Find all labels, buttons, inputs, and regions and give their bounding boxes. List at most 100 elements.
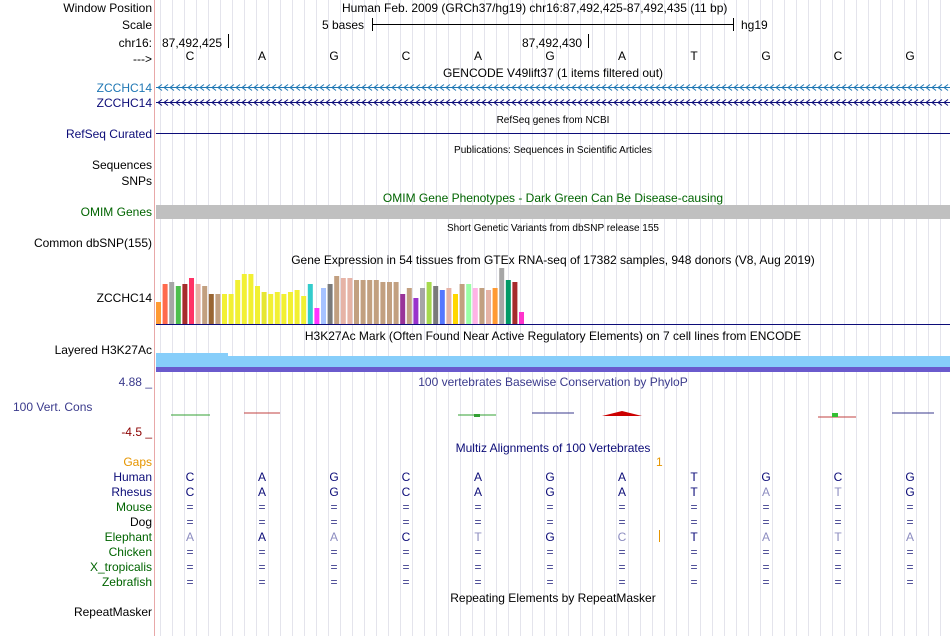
h3k27ac-label[interactable]: Layered H3K27Ac [54, 343, 152, 357]
phylop-track-title: 100 vertebrates Basewise Conservation by… [418, 375, 688, 389]
repeatmasker-track-title: Repeating Elements by RepeatMasker [450, 591, 656, 605]
strand-arrow-icon [871, 99, 877, 106]
strand-arrow-icon [913, 99, 919, 106]
strand-arrow-icon [793, 84, 799, 91]
phylop-label[interactable]: 100 Vert. Cons [13, 400, 93, 414]
multiz-base: = [186, 545, 194, 559]
multiz-base: G [329, 470, 339, 484]
multiz-base: A [761, 485, 770, 499]
strand-arrow-icon [865, 84, 871, 91]
multiz-species-label[interactable]: Rhesus [111, 485, 152, 499]
multiz-species-label[interactable]: Human [113, 470, 152, 484]
strand-arrow-icon [907, 99, 913, 106]
strand-arrow-icon [523, 84, 529, 91]
strand-arrow-icon [661, 99, 667, 106]
multiz-base: C [185, 470, 195, 484]
strand-arrow-icon [787, 99, 793, 106]
omim-feature-bar[interactable] [156, 205, 950, 219]
strand-arrow-icon [673, 99, 679, 106]
multiz-species-label[interactable]: X_tropicalis [89, 560, 152, 574]
gtex-bar-chart[interactable] [156, 266, 950, 326]
strand-arrow-icon [331, 99, 337, 106]
strand-arrow-icon [853, 84, 859, 91]
gtex-tissue-bar [268, 294, 274, 324]
strand-arrow-icon [301, 84, 307, 91]
strand-arrow-icon [829, 84, 835, 91]
strand-arrow-icon [751, 84, 757, 91]
strand-arrow-icon [517, 99, 523, 106]
multiz-species-label[interactable]: Chicken [108, 545, 152, 559]
multiz-base: = [258, 500, 266, 514]
dbsnp-label[interactable]: Common dbSNP(155) [33, 236, 152, 250]
multiz-base: = [906, 515, 914, 529]
strand-arrow-icon [181, 84, 187, 91]
strand-arrow-icon [211, 84, 217, 91]
phylop-max: 4.88 _ [118, 375, 152, 389]
multiz-species-label[interactable]: Dog [129, 515, 152, 529]
h3k27ac-signal-base[interactable] [156, 367, 950, 372]
multiz-base: T [834, 485, 842, 499]
refseq-label[interactable]: RefSeq Curated [65, 127, 152, 141]
scale-assembly: hg19 [741, 18, 768, 32]
gtex-tissue-bar [274, 292, 280, 324]
scale-bar-end-tick [733, 18, 734, 31]
strand-arrow-icon [769, 84, 775, 91]
multiz-base: A [761, 530, 770, 544]
gtex-tissue-bar [459, 284, 465, 324]
reference-base: C [833, 49, 843, 63]
strand-arrow-icon [625, 84, 631, 91]
gencode-gene-label-1[interactable]: ZCCHC14 [96, 81, 152, 95]
strand-arrow-icon [721, 99, 727, 106]
phylop-mark [602, 411, 642, 416]
publications-track-title: Publications: Sequences in Scientific Ar… [454, 145, 652, 156]
gencode-gene-lines[interactable] [156, 81, 950, 111]
reference-base: A [257, 49, 266, 63]
strand-arrow-icon [655, 99, 661, 106]
strand-arrow-icon [589, 99, 595, 106]
multiz-base: = [618, 500, 626, 514]
multiz-species-label[interactable]: Mouse [115, 500, 152, 514]
strand-arrow-icon [841, 84, 847, 91]
gtex-tissue-bar [519, 312, 524, 324]
publications-label-sequences[interactable]: Sequences [91, 158, 152, 172]
strand-arrow-icon [649, 84, 655, 91]
strand-arrow-icon [427, 99, 433, 106]
multiz-base: = [906, 575, 914, 589]
strand-arrow-icon [919, 84, 925, 91]
refseq-gene-line[interactable] [156, 133, 950, 134]
reference-base: G [329, 49, 339, 63]
multiz-gaps-label[interactable]: Gaps [123, 455, 152, 469]
strand-arrow-icon [505, 84, 511, 91]
strand-arrow-icon [433, 99, 439, 106]
strand-arrow-icon [187, 84, 193, 91]
strand-arrow-icon [493, 99, 499, 106]
gtex-tissue-bar [175, 286, 181, 324]
strand-arrow-icon [625, 99, 631, 106]
position-left: 87,492,425 [162, 36, 223, 50]
multiz-species-label[interactable]: Elephant [104, 530, 152, 544]
strand-arrow-icon [661, 84, 667, 91]
gtex-tissue-bar [512, 282, 518, 324]
publications-label-snps[interactable]: SNPs [121, 174, 152, 188]
strand-arrow-icon [373, 99, 379, 106]
phylop-mark [474, 414, 480, 417]
multiz-species-label[interactable]: Zebrafish [101, 575, 152, 589]
omim-label[interactable]: OMIM Genes [80, 205, 152, 219]
strand-arrow-icon [337, 99, 343, 106]
strand-arrow-icon [457, 99, 463, 106]
strand-arrow-icon [217, 84, 223, 91]
strand-arrow-icon [589, 84, 595, 91]
repeatmasker-label[interactable]: RepeatMasker [73, 605, 152, 619]
strand-arrow-icon [565, 99, 571, 106]
h3k27ac-signal-left[interactable] [156, 353, 228, 367]
phylop-min: -4.5 _ [121, 425, 152, 439]
gencode-gene-label-2[interactable]: ZCCHC14 [96, 96, 152, 110]
strand-arrow-icon [439, 99, 445, 106]
h3k27ac-signal-right[interactable] [228, 356, 950, 367]
phylop-signal[interactable] [156, 404, 950, 428]
strand-arrow-icon [943, 99, 949, 106]
strand-arrow-icon [655, 84, 661, 91]
strand-arrow-icon [493, 84, 499, 91]
strand-arrow-icon [613, 99, 619, 106]
gtex-label[interactable]: ZCCHC14 [96, 291, 152, 305]
